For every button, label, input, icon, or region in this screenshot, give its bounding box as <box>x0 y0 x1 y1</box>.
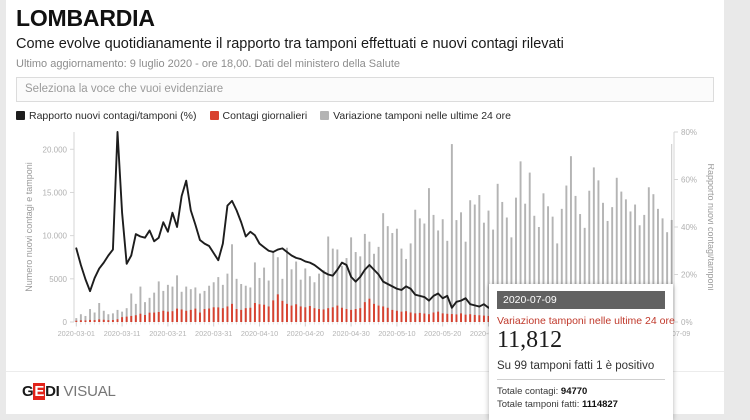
logo-letter-g: G <box>22 383 34 400</box>
svg-text:Rapporto nuovi contagi/tamponi: Rapporto nuovi contagi/tamponi <box>706 163 714 290</box>
legend-swatch-cases <box>209 111 219 121</box>
svg-text:20.000: 20.000 <box>43 145 68 154</box>
legend-label-tests: Variazione tamponi nelle ultime 24 ore <box>333 109 511 122</box>
svg-text:2020-04-30: 2020-04-30 <box>332 329 369 338</box>
svg-text:2020-03-31: 2020-03-31 <box>195 329 232 338</box>
tooltip-total-cases-label: Totale contagi: <box>497 385 559 397</box>
svg-text:20%: 20% <box>681 270 697 279</box>
last-updated-text: Ultimo aggiornamento: 9 luglio 2020 - or… <box>16 57 400 70</box>
chart-area[interactable]: 0 5000 10.000 15.000 20.000 0% 20% 40% 60% 80% Num… <box>16 126 714 420</box>
legend-swatch-tests <box>320 111 330 121</box>
tooltip-total-tests-label: Totale tamponi fatti: <box>497 399 580 411</box>
svg-text:2020-03-11: 2020-03-11 <box>104 329 141 338</box>
legend-label-ratio: Rapporto nuovi contagi/tamponi (%) <box>29 109 197 122</box>
logo-letters-di: DI <box>45 383 60 400</box>
svg-text:60%: 60% <box>681 175 697 184</box>
chart-card: LOMBARDIA Come evolve quotidianamente il… <box>6 0 724 420</box>
svg-text:80%: 80% <box>681 128 697 137</box>
legend-swatch-ratio <box>16 111 25 121</box>
legend-label-cases: Contagi giornalieri <box>222 109 308 122</box>
svg-text:5000: 5000 <box>49 275 67 284</box>
svg-text:2020-04-10: 2020-04-10 <box>241 329 278 338</box>
svg-text:2020-05-20: 2020-05-20 <box>424 329 461 338</box>
svg-text:2020-04-20: 2020-04-20 <box>287 329 324 338</box>
legend-item-cases[interactable]: Contagi giornalieri <box>209 109 308 122</box>
svg-text:2020-03-01: 2020-03-01 <box>58 329 95 338</box>
chart-tooltip: 2020-07-09 Variazione tamponi nelle ulti… <box>489 283 675 420</box>
svg-text:15.000: 15.000 <box>43 188 68 197</box>
tooltip-ratio-text: Su 99 tamponi fatti 1 è positivo <box>497 360 665 380</box>
svg-text:2020-03-21: 2020-03-21 <box>149 329 186 338</box>
page-subtitle: Come evolve quotidianamente il rapporto … <box>16 36 564 53</box>
tooltip-series-name: Variazione tamponi nelle ultime 24 ore <box>497 314 675 327</box>
tooltip-total-tests-row: Totale tamponi fatti: 1114827 <box>497 398 665 412</box>
tooltip-total-cases-row: Totale contagi: 94770 <box>497 385 665 399</box>
svg-text:10.000: 10.000 <box>43 231 68 240</box>
tooltip-footer: Totale contagi: 94770 Totale tamponi fat… <box>497 385 665 413</box>
legend-item-ratio[interactable]: Rapporto nuovi contagi/tamponi (%) <box>16 110 197 122</box>
legend-item-tests[interactable]: Variazione tamponi nelle ultime 24 ore <box>320 110 511 122</box>
svg-text:Numero nuovi contagi e tamponi: Numero nuovi contagi e tamponi <box>24 162 34 292</box>
chart-legend: Rapporto nuovi contagi/tamponi (%) Conta… <box>16 110 714 122</box>
svg-text:40%: 40% <box>681 223 697 232</box>
logo-word-visual: VISUAL <box>63 383 116 400</box>
tooltip-value: 11,812 <box>497 326 563 353</box>
svg-text:2020-05-30: 2020-05-30 <box>470 329 507 338</box>
tooltip-total-tests-value: 1114827 <box>582 399 618 411</box>
svg-text:0: 0 <box>63 318 68 327</box>
highlight-select-placeholder: Seleziona la voce che vuoi evidenziare <box>25 83 224 96</box>
tooltip-total-cases-value: 94770 <box>560 385 588 397</box>
gedi-visual-logo: G E DI VISUAL <box>22 383 116 400</box>
logo-letter-e: E <box>33 383 46 400</box>
highlight-select[interactable]: Seleziona la voce che vuoi evidenziare <box>16 76 714 102</box>
svg-text:2020-05-10: 2020-05-10 <box>378 329 415 338</box>
tooltip-date: 2020-07-09 <box>497 290 665 309</box>
page-title: LOMBARDIA <box>16 5 155 31</box>
svg-text:0%: 0% <box>681 318 693 327</box>
